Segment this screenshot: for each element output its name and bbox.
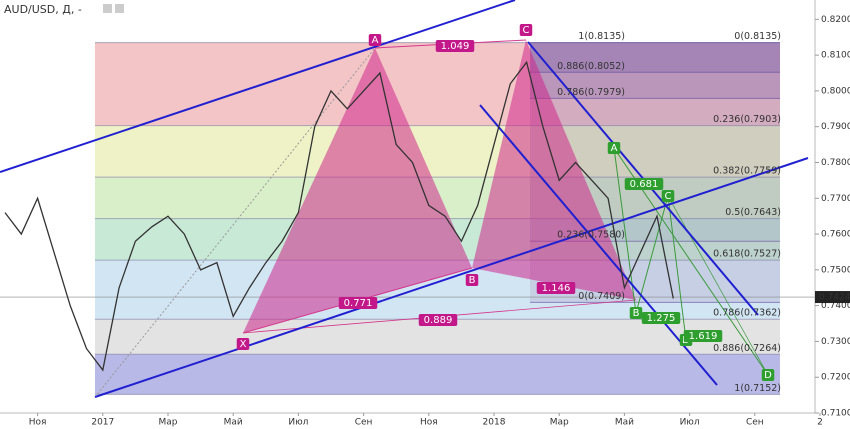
x-tick-label: 2018 [483,418,506,428]
x-tick-label: Сен [746,418,764,428]
pattern-tag: C [665,191,672,202]
pattern-labels: 0(0.8135) 0.236(0.7903) 0.382(0.7759) 0.5(0… [236,24,781,394]
pattern-tag-bg [465,274,479,286]
x-tick-label: 2017 [91,418,114,428]
y-tick-label: 0.7300 [821,337,850,347]
x-tick-label: Май [224,418,243,428]
pattern-bcd [472,40,636,300]
icon[interactable] [103,4,112,13]
patterns [0,0,809,398]
pattern-tag-bg [761,369,775,381]
pattern-tag: 1.619 [689,331,718,342]
fib-label: 1(0.7152) [734,383,781,394]
pattern-tag: B [469,275,476,286]
pattern-tag: D [764,370,772,381]
fib-label: 0.236(0.7903) [713,114,781,125]
fib-label: 0.786(0.7362) [713,308,781,319]
fib-label: 0.786(0.7979) [557,87,625,98]
fib-label: 0.236(0.7580) [557,230,625,241]
price-badge [815,291,850,304]
x-tick-label: Мар [550,418,569,428]
price-line [4,60,674,372]
fib-band [530,42,780,73]
fib-band [95,125,780,178]
y-tick-label: 0.7600 [821,230,850,240]
fib-label: 0(0.8135) [734,31,781,42]
pattern-tag: 1.275 [647,313,676,324]
price-axis [815,0,850,429]
x-tick-label: Сен [355,418,373,428]
trend-line [0,0,516,173]
pattern-tag-bg [661,190,675,202]
price-badge-label: 0.7424 [819,293,850,303]
pattern-tag: X [240,339,247,350]
pattern-tag-bg [683,330,723,342]
pattern-tag-bg [368,34,382,46]
pattern-tag: B [633,308,640,319]
pattern-tag: C [523,25,530,36]
pattern-tag-bg [435,40,475,52]
pattern-tag: 0.681 [630,179,659,190]
trend-dotted [94,47,376,398]
pattern-xab [243,48,472,333]
fib-label: 0.382(0.7759) [713,166,781,177]
y-tick-label: 0.7400 [821,301,850,311]
header-bg [0,0,125,17]
pattern-tag-bg [624,178,664,190]
fib-label: 1(0.8135) [578,31,625,42]
trend-line [94,157,809,398]
y-tick-label: 0.7100 [821,409,850,419]
fib-band [95,354,780,395]
axes: 0.8200 0.8100 0.8000 0.7900 0.7800 0.7700 0.76… [29,15,850,428]
pattern-tag-bg [418,314,458,326]
fib-label: 0.5(0.7643) [725,207,781,218]
pattern2-edge [667,195,769,376]
pattern-tag: A [372,35,379,46]
pattern-tag: 0.771 [344,298,373,309]
time-axis [0,413,850,429]
x-tick-label: Ноя [420,418,438,428]
pattern-tag: 0.889 [424,315,453,326]
y-tick-label: 0.7800 [821,158,850,168]
symbol: AUD/USD, Д, - [4,3,82,16]
pattern-tag-bg [236,338,250,350]
fib-label: 0.618(0.7527) [713,249,781,260]
icon[interactable] [115,4,124,13]
y-tick-label: 0.7900 [821,122,850,132]
price [4,60,674,372]
fib-label: 0.886(0.7264) [713,343,781,354]
x-tick-label: Июл [680,418,700,428]
fib-label: 0.886(0.8052) [557,61,625,72]
x-tick-label: Ноя [29,418,47,428]
pattern-tag: 1.049 [441,41,470,52]
y-tick-label: 0.8000 [821,86,850,96]
pattern2-edge [635,195,669,314]
pattern-tag-bg [607,142,621,154]
pattern-tag-bg [641,312,681,324]
y-tick-label: 0.8200 [821,15,850,25]
pattern-tag-bg [519,24,533,36]
trend-line [479,104,718,386]
y-tick-label: 0.7200 [821,373,850,383]
pattern-tag: A [611,143,618,154]
y-tick-label: 0.8100 [821,51,850,61]
pattern-tag-bg [629,307,643,319]
x-tick-label: Мар [159,418,178,428]
x-tick-label: 2 [817,418,823,428]
pattern-tag-bg [536,282,576,294]
pattern-tag: 1.146 [542,283,571,294]
y-tick-label: 0.7500 [821,265,850,275]
pattern2-edge [667,195,687,341]
y-tick-label: 0.7700 [821,194,850,204]
x-tick-label: Май [615,418,634,428]
pattern-tag-bg [338,297,378,309]
x-tick-label: Июл [288,418,308,428]
fib-label: 0(0.7409) [578,291,625,302]
